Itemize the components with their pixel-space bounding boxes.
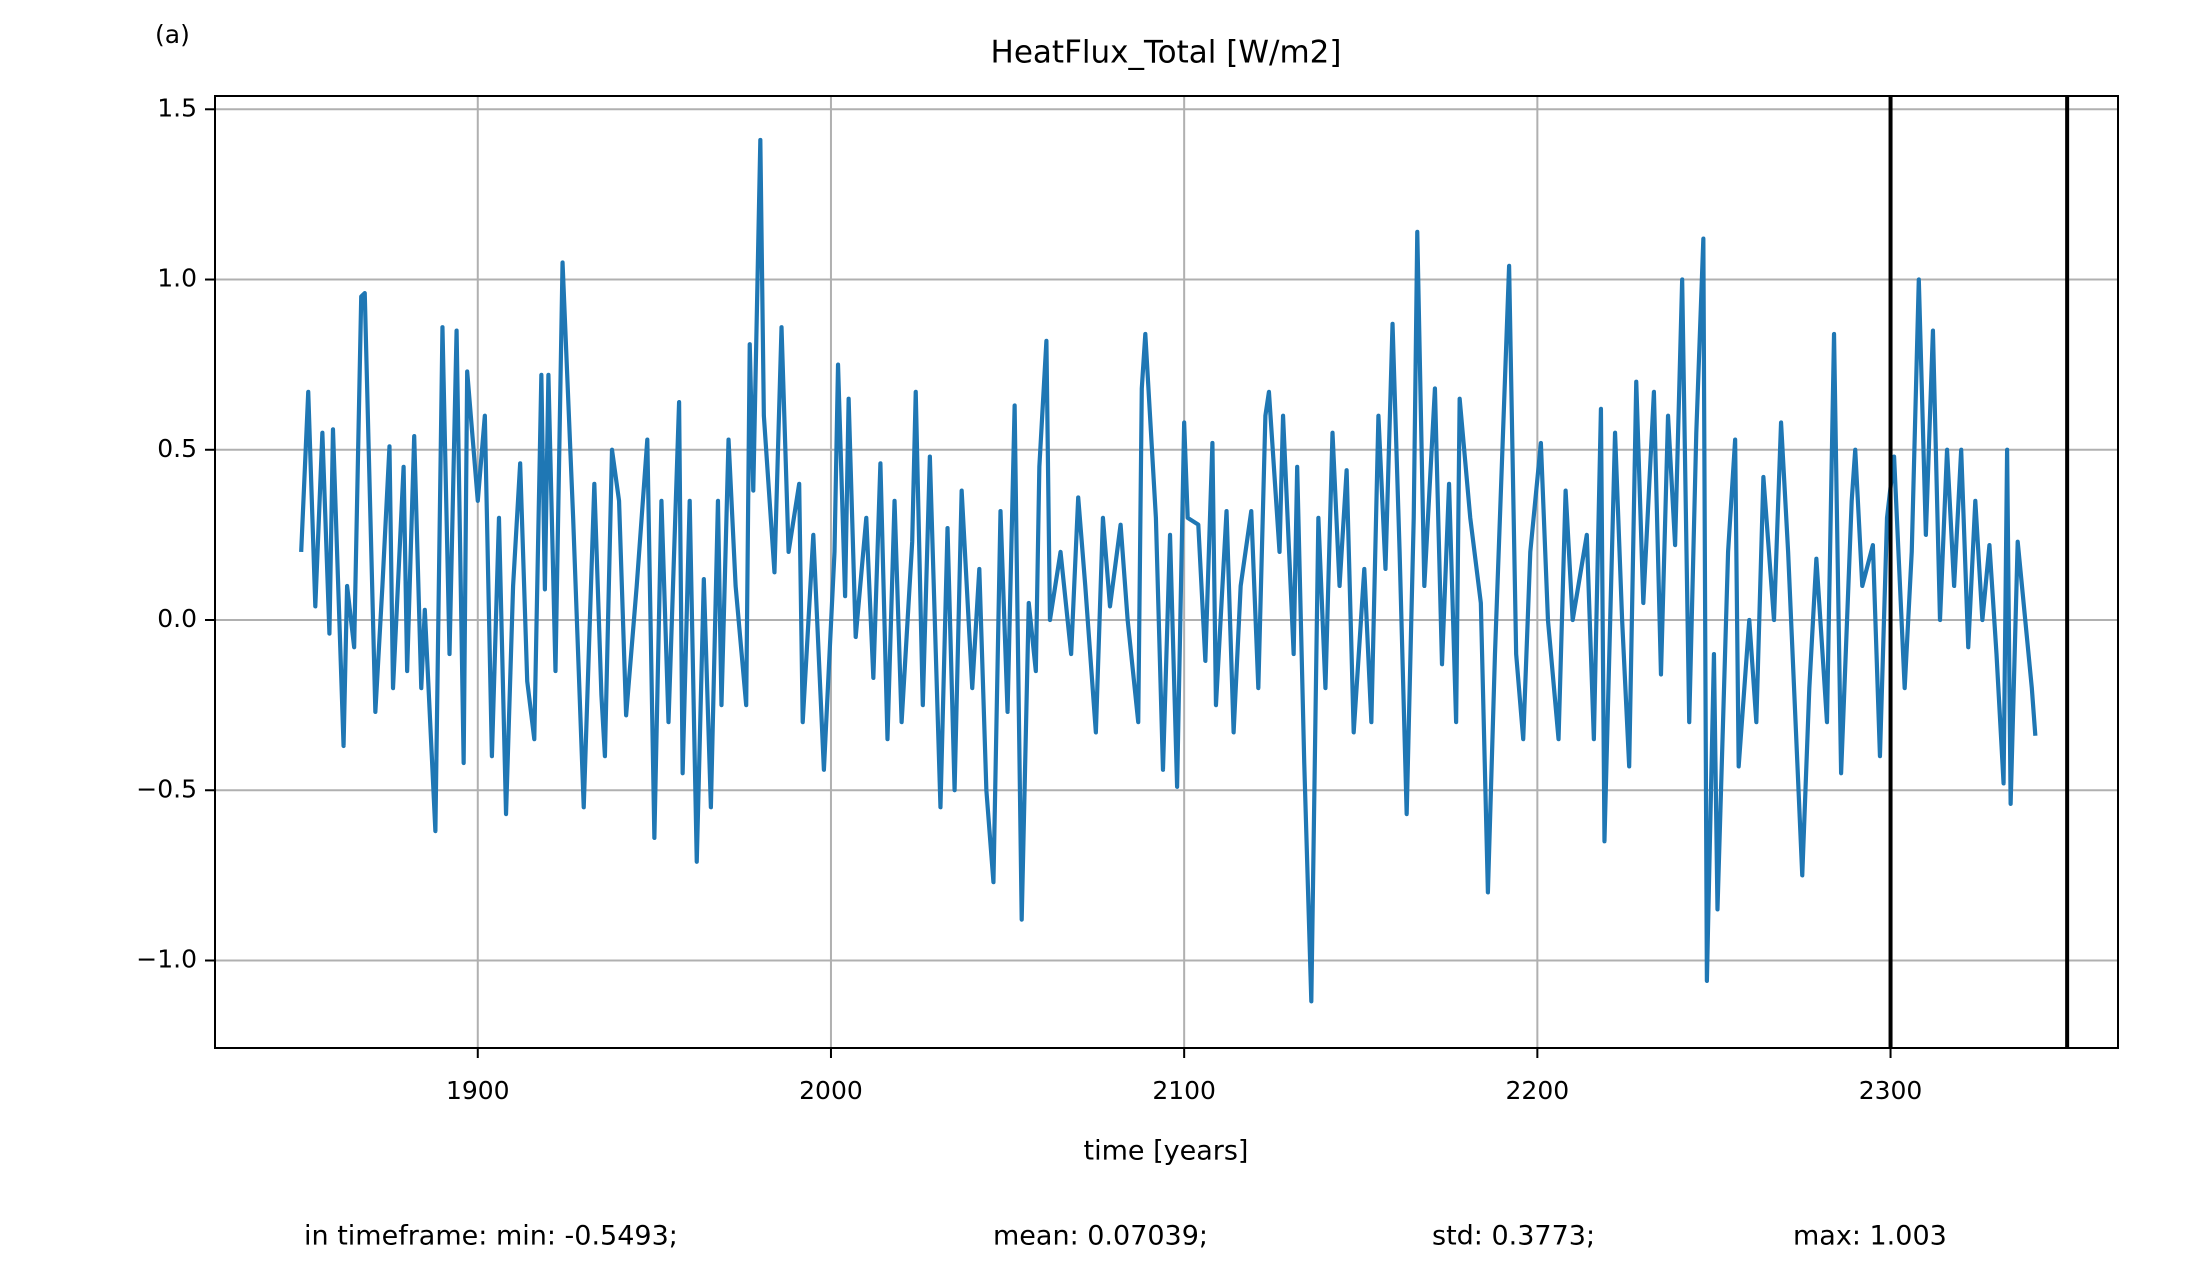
stat-text: max: 1.003 — [1793, 1221, 1947, 1252]
stat-text: mean: 0.07039; — [993, 1221, 1208, 1252]
stat-text: in timeframe: min: -0.5493; — [304, 1221, 678, 1252]
x-tick-label: 2100 — [1152, 1076, 1216, 1105]
y-tick-label: 0.0 — [157, 604, 197, 633]
chart-title: HeatFlux_Total [W/m2] — [991, 35, 1342, 71]
panel-label: (a) — [155, 20, 190, 49]
y-tick-label: −1.0 — [136, 944, 197, 973]
data-line — [299, 137, 2038, 1004]
y-tick-label: 0.5 — [157, 434, 197, 463]
plot-frame — [214, 95, 2119, 1049]
x-axis-label: time [years] — [1084, 1136, 1249, 1167]
x-tick-label: 2200 — [1506, 1076, 1570, 1105]
y-tick-label: 1.0 — [157, 264, 197, 293]
y-tick-label: 1.5 — [157, 93, 197, 122]
x-tick-label: 2000 — [799, 1076, 863, 1105]
x-tick-label: 2300 — [1859, 1076, 1923, 1105]
stat-text: std: 0.3773; — [1432, 1221, 1595, 1252]
x-tick-label: 1900 — [446, 1076, 510, 1105]
y-tick-label: −0.5 — [136, 774, 197, 803]
